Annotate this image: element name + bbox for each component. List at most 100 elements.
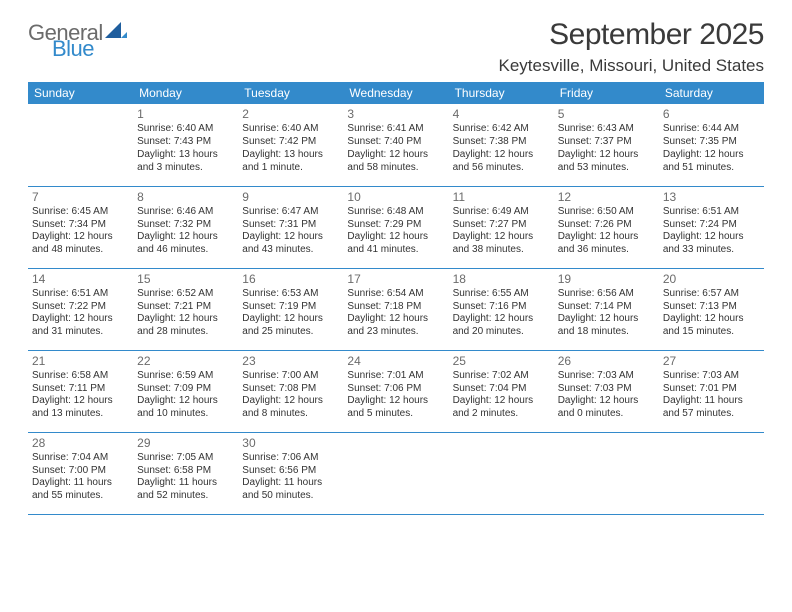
- sunset-line: Sunset: 6:58 PM: [137, 465, 234, 478]
- calendar-row: .1Sunrise: 6:40 AMSunset: 7:43 PMDayligh…: [28, 104, 764, 186]
- daylight-line: Daylight: 12 hours and 10 minutes.: [137, 395, 234, 421]
- day-number: 27: [663, 354, 760, 369]
- day-number: 9: [242, 190, 339, 205]
- sunrise-line: Sunrise: 6:47 AM: [242, 206, 339, 219]
- daylight-line: Daylight: 12 hours and 41 minutes.: [347, 231, 444, 257]
- weekday-header: Friday: [554, 82, 659, 104]
- daylight-line: Daylight: 12 hours and 28 minutes.: [137, 313, 234, 339]
- daylight-line: Daylight: 12 hours and 20 minutes.: [453, 313, 550, 339]
- sunset-line: Sunset: 7:26 PM: [558, 219, 655, 232]
- daylight-line: Daylight: 12 hours and 25 minutes.: [242, 313, 339, 339]
- sunrise-line: Sunrise: 6:46 AM: [137, 206, 234, 219]
- calendar-cell: 22Sunrise: 6:59 AMSunset: 7:09 PMDayligh…: [133, 350, 238, 432]
- daylight-line: Daylight: 12 hours and 36 minutes.: [558, 231, 655, 257]
- daylight-line: Daylight: 13 hours and 3 minutes.: [137, 149, 234, 175]
- day-number: 19: [558, 272, 655, 287]
- daylight-line: Daylight: 12 hours and 2 minutes.: [453, 395, 550, 421]
- sunrise-line: Sunrise: 6:42 AM: [453, 123, 550, 136]
- sunrise-line: Sunrise: 6:49 AM: [453, 206, 550, 219]
- daylight-line: Daylight: 12 hours and 51 minutes.: [663, 149, 760, 175]
- sunrise-line: Sunrise: 6:51 AM: [32, 288, 129, 301]
- daylight-line: Daylight: 12 hours and 0 minutes.: [558, 395, 655, 421]
- day-number: 3: [347, 107, 444, 122]
- sunrise-line: Sunrise: 7:01 AM: [347, 370, 444, 383]
- title-block: September 2025 Keytesville, Missouri, Un…: [499, 18, 765, 76]
- calendar-cell: 20Sunrise: 6:57 AMSunset: 7:13 PMDayligh…: [659, 268, 764, 350]
- sunset-line: Sunset: 7:01 PM: [663, 383, 760, 396]
- sunrise-line: Sunrise: 7:06 AM: [242, 452, 339, 465]
- day-number: 2: [242, 107, 339, 122]
- sunset-line: Sunset: 7:32 PM: [137, 219, 234, 232]
- daylight-line: Daylight: 12 hours and 18 minutes.: [558, 313, 655, 339]
- day-number: 4: [453, 107, 550, 122]
- calendar-cell: 2Sunrise: 6:40 AMSunset: 7:42 PMDaylight…: [238, 104, 343, 186]
- sunrise-line: Sunrise: 6:40 AM: [137, 123, 234, 136]
- sunrise-line: Sunrise: 7:03 AM: [558, 370, 655, 383]
- weekday-header: Wednesday: [343, 82, 448, 104]
- sunrise-line: Sunrise: 6:51 AM: [663, 206, 760, 219]
- day-number: 16: [242, 272, 339, 287]
- sunrise-line: Sunrise: 6:52 AM: [137, 288, 234, 301]
- calendar-cell: .: [659, 432, 764, 514]
- sunset-line: Sunset: 7:06 PM: [347, 383, 444, 396]
- weekday-header: Monday: [133, 82, 238, 104]
- daylight-line: Daylight: 13 hours and 1 minute.: [242, 149, 339, 175]
- calendar-cell: 9Sunrise: 6:47 AMSunset: 7:31 PMDaylight…: [238, 186, 343, 268]
- sunset-line: Sunset: 7:43 PM: [137, 136, 234, 149]
- sunrise-line: Sunrise: 7:03 AM: [663, 370, 760, 383]
- sunrise-line: Sunrise: 6:45 AM: [32, 206, 129, 219]
- day-number: 20: [663, 272, 760, 287]
- daylight-line: Daylight: 11 hours and 55 minutes.: [32, 477, 129, 503]
- calendar-cell: 15Sunrise: 6:52 AMSunset: 7:21 PMDayligh…: [133, 268, 238, 350]
- day-number: 11: [453, 190, 550, 205]
- daylight-line: Daylight: 12 hours and 56 minutes.: [453, 149, 550, 175]
- sunset-line: Sunset: 6:56 PM: [242, 465, 339, 478]
- day-number: 7: [32, 190, 129, 205]
- day-number: 23: [242, 354, 339, 369]
- weekday-header: Sunday: [28, 82, 133, 104]
- calendar-cell: 28Sunrise: 7:04 AMSunset: 7:00 PMDayligh…: [28, 432, 133, 514]
- calendar-cell: 29Sunrise: 7:05 AMSunset: 6:58 PMDayligh…: [133, 432, 238, 514]
- daylight-line: Daylight: 12 hours and 43 minutes.: [242, 231, 339, 257]
- sunset-line: Sunset: 7:29 PM: [347, 219, 444, 232]
- sunrise-line: Sunrise: 6:43 AM: [558, 123, 655, 136]
- brand-logo: General Blue: [28, 18, 127, 60]
- calendar-cell: 21Sunrise: 6:58 AMSunset: 7:11 PMDayligh…: [28, 350, 133, 432]
- daylight-line: Daylight: 12 hours and 23 minutes.: [347, 313, 444, 339]
- sunset-line: Sunset: 7:21 PM: [137, 301, 234, 314]
- sunset-line: Sunset: 7:03 PM: [558, 383, 655, 396]
- sunset-line: Sunset: 7:08 PM: [242, 383, 339, 396]
- daylight-line: Daylight: 12 hours and 15 minutes.: [663, 313, 760, 339]
- daylight-line: Daylight: 12 hours and 48 minutes.: [32, 231, 129, 257]
- calendar-cell: .: [554, 432, 659, 514]
- day-number: 21: [32, 354, 129, 369]
- sunrise-line: Sunrise: 6:54 AM: [347, 288, 444, 301]
- day-number: 5: [558, 107, 655, 122]
- day-number: 1: [137, 107, 234, 122]
- calendar-cell: 1Sunrise: 6:40 AMSunset: 7:43 PMDaylight…: [133, 104, 238, 186]
- calendar-cell: 24Sunrise: 7:01 AMSunset: 7:06 PMDayligh…: [343, 350, 448, 432]
- daylight-line: Daylight: 11 hours and 50 minutes.: [242, 477, 339, 503]
- sunset-line: Sunset: 7:22 PM: [32, 301, 129, 314]
- sunset-line: Sunset: 7:16 PM: [453, 301, 550, 314]
- calendar-cell: 26Sunrise: 7:03 AMSunset: 7:03 PMDayligh…: [554, 350, 659, 432]
- sunset-line: Sunset: 7:35 PM: [663, 136, 760, 149]
- day-number: 13: [663, 190, 760, 205]
- day-number: 28: [32, 436, 129, 451]
- weekday-header: Tuesday: [238, 82, 343, 104]
- sunset-line: Sunset: 7:09 PM: [137, 383, 234, 396]
- weekday-header: Saturday: [659, 82, 764, 104]
- calendar-row: 28Sunrise: 7:04 AMSunset: 7:00 PMDayligh…: [28, 432, 764, 514]
- sunrise-line: Sunrise: 6:48 AM: [347, 206, 444, 219]
- daylight-line: Daylight: 11 hours and 57 minutes.: [663, 395, 760, 421]
- calendar-cell: 30Sunrise: 7:06 AMSunset: 6:56 PMDayligh…: [238, 432, 343, 514]
- daylight-line: Daylight: 12 hours and 58 minutes.: [347, 149, 444, 175]
- calendar-cell: 10Sunrise: 6:48 AMSunset: 7:29 PMDayligh…: [343, 186, 448, 268]
- calendar-cell: 17Sunrise: 6:54 AMSunset: 7:18 PMDayligh…: [343, 268, 448, 350]
- calendar-cell: 12Sunrise: 6:50 AMSunset: 7:26 PMDayligh…: [554, 186, 659, 268]
- header: General Blue September 2025 Keytesville,…: [28, 18, 764, 76]
- sunset-line: Sunset: 7:11 PM: [32, 383, 129, 396]
- sunset-line: Sunset: 7:19 PM: [242, 301, 339, 314]
- calendar-body: .1Sunrise: 6:40 AMSunset: 7:43 PMDayligh…: [28, 104, 764, 514]
- day-number: 12: [558, 190, 655, 205]
